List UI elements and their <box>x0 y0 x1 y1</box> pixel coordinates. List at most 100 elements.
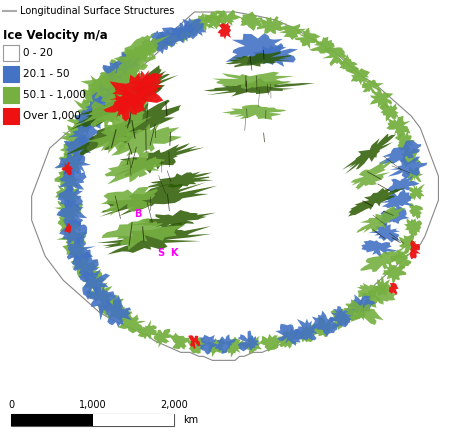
Polygon shape <box>72 249 99 282</box>
Text: 1,000: 1,000 <box>78 400 106 410</box>
Polygon shape <box>83 86 104 111</box>
Polygon shape <box>107 306 133 325</box>
Polygon shape <box>361 290 381 308</box>
Polygon shape <box>378 140 420 165</box>
Polygon shape <box>327 306 355 327</box>
Text: 2,000: 2,000 <box>160 400 188 410</box>
Polygon shape <box>368 222 400 242</box>
Polygon shape <box>102 60 129 84</box>
Polygon shape <box>390 249 410 269</box>
Text: 20.1 - 50: 20.1 - 50 <box>23 69 69 79</box>
Polygon shape <box>195 335 217 355</box>
Polygon shape <box>403 166 422 183</box>
Polygon shape <box>387 175 419 192</box>
Polygon shape <box>78 268 106 293</box>
Polygon shape <box>182 18 206 39</box>
Polygon shape <box>311 311 339 337</box>
Polygon shape <box>61 162 73 175</box>
Polygon shape <box>54 149 91 178</box>
Text: B: B <box>134 209 141 219</box>
Polygon shape <box>221 105 286 120</box>
Text: 0: 0 <box>8 400 14 410</box>
Polygon shape <box>214 334 236 354</box>
Polygon shape <box>102 295 132 327</box>
Polygon shape <box>348 294 375 313</box>
Polygon shape <box>60 125 90 150</box>
Polygon shape <box>116 51 138 73</box>
Polygon shape <box>409 240 419 260</box>
Polygon shape <box>92 84 121 109</box>
Polygon shape <box>56 199 87 227</box>
Polygon shape <box>96 222 211 255</box>
Polygon shape <box>399 147 423 167</box>
Polygon shape <box>148 29 171 54</box>
Polygon shape <box>55 180 80 206</box>
Polygon shape <box>70 254 100 284</box>
Polygon shape <box>378 103 398 121</box>
Text: K: K <box>170 248 177 258</box>
Bar <box>3 66 19 82</box>
Polygon shape <box>356 206 405 233</box>
Polygon shape <box>237 330 259 352</box>
Polygon shape <box>249 43 297 67</box>
Polygon shape <box>99 182 217 217</box>
Polygon shape <box>170 333 190 350</box>
Polygon shape <box>95 293 124 316</box>
Polygon shape <box>129 70 163 100</box>
Polygon shape <box>59 219 87 247</box>
Polygon shape <box>373 276 392 296</box>
Text: Ice Velocity m/a: Ice Velocity m/a <box>3 29 107 42</box>
Polygon shape <box>217 22 230 40</box>
Polygon shape <box>117 52 143 76</box>
Polygon shape <box>78 269 110 300</box>
Polygon shape <box>158 29 183 50</box>
Polygon shape <box>388 283 398 295</box>
Text: 50.1 - 1,000: 50.1 - 1,000 <box>23 90 86 100</box>
Polygon shape <box>369 85 392 109</box>
Polygon shape <box>137 320 156 340</box>
Polygon shape <box>381 261 406 285</box>
Polygon shape <box>345 66 369 85</box>
Bar <box>3 108 19 124</box>
Polygon shape <box>127 210 216 232</box>
Polygon shape <box>188 335 200 349</box>
Polygon shape <box>278 24 306 40</box>
Polygon shape <box>107 58 129 81</box>
Polygon shape <box>386 116 410 139</box>
Polygon shape <box>60 140 84 163</box>
Polygon shape <box>294 27 320 49</box>
Polygon shape <box>314 317 333 337</box>
Polygon shape <box>99 65 178 115</box>
Polygon shape <box>379 191 412 209</box>
Polygon shape <box>56 153 84 176</box>
Polygon shape <box>350 160 392 190</box>
Polygon shape <box>153 329 174 348</box>
Bar <box>11 414 92 426</box>
Polygon shape <box>112 143 204 176</box>
Polygon shape <box>190 13 215 32</box>
Polygon shape <box>240 11 262 31</box>
Polygon shape <box>223 337 243 358</box>
Polygon shape <box>296 323 319 342</box>
Polygon shape <box>148 172 213 188</box>
Polygon shape <box>123 32 170 66</box>
Polygon shape <box>403 218 421 238</box>
Polygon shape <box>276 327 299 348</box>
Polygon shape <box>225 33 285 64</box>
Polygon shape <box>86 286 116 321</box>
Polygon shape <box>86 116 152 154</box>
Polygon shape <box>387 156 426 179</box>
Polygon shape <box>85 93 113 119</box>
Polygon shape <box>361 80 383 93</box>
Text: Over 1,000: Over 1,000 <box>23 111 81 121</box>
Bar <box>11 414 174 426</box>
Polygon shape <box>356 282 396 304</box>
Polygon shape <box>87 75 113 103</box>
Polygon shape <box>259 334 281 352</box>
Polygon shape <box>256 16 287 34</box>
Polygon shape <box>197 11 224 29</box>
Polygon shape <box>64 223 72 234</box>
Polygon shape <box>67 236 96 262</box>
Polygon shape <box>68 120 98 146</box>
Polygon shape <box>341 134 396 174</box>
